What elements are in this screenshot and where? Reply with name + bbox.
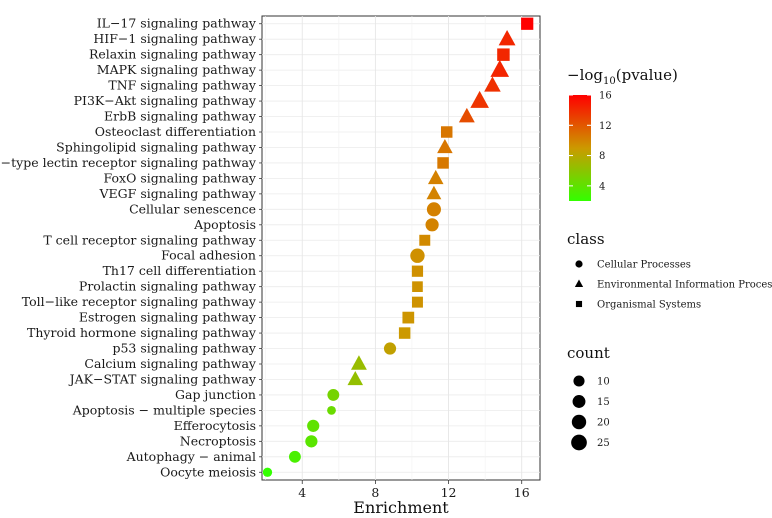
data-point (426, 185, 442, 200)
data-point (262, 467, 273, 477)
size-legend-key (571, 414, 587, 430)
data-points (262, 17, 534, 477)
y-tick-label: Osteoclast differentiation (95, 124, 256, 139)
y-tick-label: Gap junction (175, 387, 256, 402)
color-bar-tick-label: 12 (599, 121, 612, 132)
y-tick-label: Estrogen signaling pathway (79, 310, 257, 325)
y-tick-label: Toll−like receptor signaling pathway (22, 294, 257, 309)
size-legend-label: 20 (597, 418, 610, 429)
y-tick-label: VEGF signaling pathway (99, 186, 257, 201)
data-point (497, 48, 510, 61)
data-point (426, 202, 441, 217)
size-legend-key (572, 395, 586, 408)
data-point (402, 311, 415, 324)
shape-legend-label: Organismal Systems (597, 300, 701, 311)
x-tick-label: 12 (441, 485, 457, 500)
color-bar-tick-label: 16 (599, 91, 612, 102)
y-tick-label: p53 signaling pathway (112, 341, 256, 356)
data-point (437, 157, 449, 169)
x-axis-ticks: 4 8 12 16 (298, 480, 530, 500)
shape-legend-label: Cellular Processes (597, 260, 691, 271)
y-tick-label: Cellular senescence (129, 201, 256, 216)
data-point (498, 29, 516, 46)
data-point (458, 107, 475, 123)
shape-legend-key-circle (575, 260, 583, 268)
y-tick-label: JAK−STAT signaling pathway (68, 371, 257, 386)
color-bar-ticks: 4 8 12 16 (569, 91, 612, 192)
y-tick-label: ErbB signaling pathway (104, 109, 257, 124)
y-tick-label: Thyroid hormone signaling pathway (27, 325, 257, 340)
x-tick-label: 8 (371, 485, 379, 500)
y-tick-label: TNF signaling pathway (108, 78, 257, 93)
y-tick-label: Apoptosis (193, 217, 256, 232)
data-point (411, 265, 424, 277)
color-legend: −log10(pvalue) 4 8 12 16 (567, 66, 678, 201)
y-tick-label: Oocyte meiosis (160, 464, 256, 479)
x-tick-label: 4 (298, 485, 306, 500)
data-point (470, 90, 489, 108)
y-tick-label: Th17 cell differentiation (103, 263, 256, 278)
data-point (307, 419, 320, 432)
x-tick-label: 16 (514, 485, 530, 500)
size-legend-title: count (567, 344, 610, 362)
y-tick-label: HIF−1 signaling pathway (93, 31, 257, 46)
data-point (383, 342, 397, 355)
data-point (305, 435, 318, 448)
shape-legend-label: Environmental Information Processing (597, 280, 772, 291)
color-bar-tick-label: 4 (599, 181, 605, 192)
y-tick-label: T cell receptor signaling pathway (43, 232, 257, 247)
y-tick-label: IL−17 signaling pathway (97, 16, 257, 31)
data-point (440, 126, 453, 138)
size-legend-key (571, 434, 587, 451)
shape-legend-title: class (567, 230, 605, 248)
color-bar-tick-label: 8 (599, 151, 605, 162)
data-point (350, 355, 367, 370)
data-point (398, 327, 411, 339)
data-point (288, 450, 301, 463)
data-point (410, 248, 425, 263)
data-point (347, 370, 364, 386)
shape-legend-key-square (575, 300, 583, 308)
size-legend-label: 25 (597, 438, 610, 449)
y-tick-label: C−type lectin receptor signaling pathway (0, 155, 257, 170)
shape-legend-key-triangle (574, 279, 584, 288)
data-point (427, 169, 444, 185)
size-legend-key (573, 375, 585, 387)
data-point (411, 296, 423, 308)
y-tick-label: Calcium signaling pathway (84, 356, 257, 371)
data-point (484, 76, 501, 92)
data-point (490, 59, 510, 77)
plot-panel (261, 15, 541, 481)
y-tick-label: Relaxin signaling pathway (89, 47, 257, 62)
data-point (327, 406, 336, 415)
y-tick-label: Focal adhesion (161, 248, 256, 263)
data-point (521, 17, 534, 30)
y-tick-label: FoxO signaling pathway (104, 170, 257, 185)
y-tick-label: Sphingolipid signaling pathway (56, 139, 257, 154)
data-point (425, 218, 439, 232)
size-legend-label: 15 (597, 397, 610, 408)
shape-legend: class Cellular Processes Environmental In… (567, 230, 772, 311)
y-tick-label: PI3K−Akt signaling pathway (74, 93, 257, 108)
data-point (437, 138, 453, 154)
y-tick-label: Apoptosis − multiple species (72, 402, 256, 417)
data-point (419, 234, 431, 246)
size-legend-label: 10 (597, 377, 610, 388)
y-tick-label: Prolactin signaling pathway (79, 279, 257, 294)
y-tick-label: Autophagy − animal (126, 449, 256, 464)
y-tick-label: Necroptosis (180, 433, 256, 448)
y-tick-label: MAPK signaling pathway (97, 62, 257, 77)
color-bar (569, 95, 591, 201)
data-point (327, 389, 340, 401)
size-legend: count 10 15 20 25 (567, 344, 610, 451)
y-tick-label: Efferocytosis (174, 418, 256, 433)
gridlines (262, 16, 540, 480)
x-axis-label: Enrichment (353, 498, 449, 517)
data-point (412, 281, 423, 293)
color-legend-title: −log10(pvalue) (567, 66, 678, 87)
